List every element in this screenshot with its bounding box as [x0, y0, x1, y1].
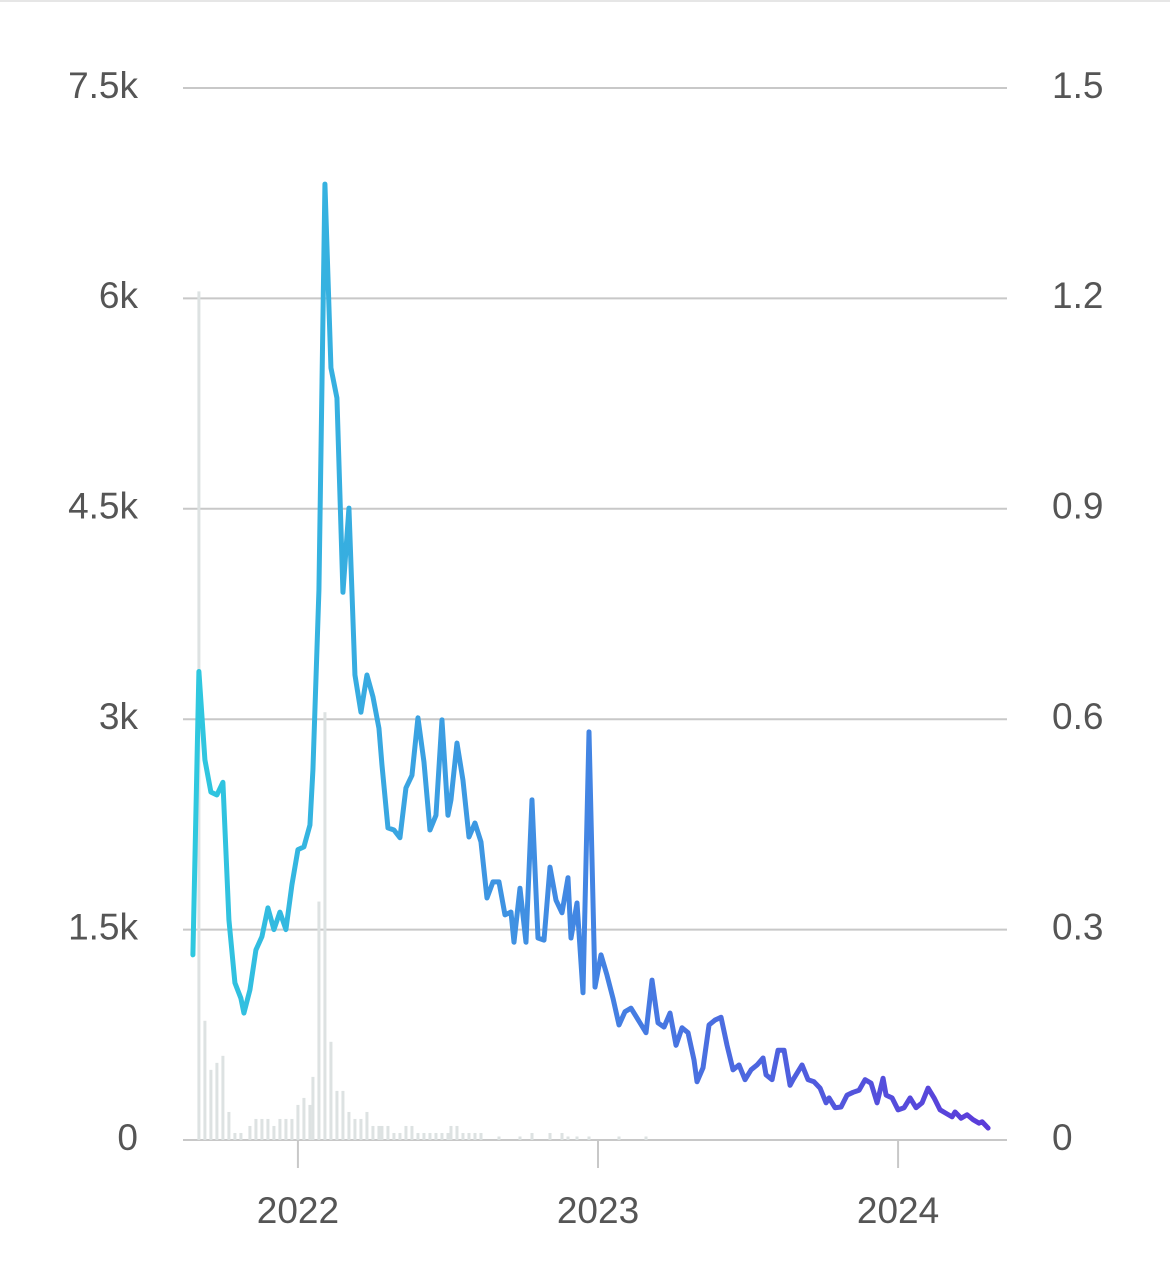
- bar: [233, 1132, 237, 1140]
- bar: [440, 1132, 444, 1140]
- bar: [428, 1132, 432, 1140]
- bar: [347, 1111, 351, 1140]
- bar: [530, 1132, 534, 1140]
- bar: [377, 1125, 381, 1140]
- bar: [449, 1125, 453, 1140]
- bar: [221, 1055, 225, 1140]
- bar: [434, 1132, 438, 1140]
- bar: [272, 1125, 276, 1140]
- bar: [227, 1111, 231, 1140]
- y-tick-label: 4.5k: [68, 486, 138, 527]
- bar: [359, 1118, 363, 1140]
- bar: [404, 1125, 408, 1140]
- bar: [290, 1118, 294, 1140]
- x-tick-label: 2023: [557, 1190, 639, 1231]
- y-tick-label: 1.5k: [68, 906, 138, 947]
- bar: [410, 1125, 414, 1140]
- bar: [467, 1132, 471, 1140]
- bar: [335, 1090, 339, 1140]
- bar: [398, 1132, 402, 1140]
- bar: [416, 1132, 420, 1140]
- bar: [266, 1118, 270, 1140]
- y2-tick-label: 0.6: [1052, 696, 1103, 737]
- bar: [317, 901, 321, 1140]
- bar: [455, 1125, 459, 1140]
- bar: [422, 1132, 426, 1140]
- bar: [386, 1125, 390, 1140]
- y-tick-label: 0: [117, 1117, 138, 1158]
- bar: [260, 1118, 264, 1140]
- bar: [497, 1136, 501, 1140]
- bar: [371, 1125, 375, 1140]
- bar: [479, 1132, 483, 1140]
- bar: [518, 1136, 522, 1140]
- bar: [617, 1136, 621, 1140]
- y2-tick-label: 0: [1052, 1117, 1073, 1158]
- bar: [341, 1090, 345, 1140]
- bar: [311, 1076, 315, 1140]
- bar: [215, 1062, 219, 1140]
- bar: [548, 1132, 552, 1140]
- bar: [575, 1136, 579, 1140]
- bar: [296, 1104, 300, 1140]
- x-tick-label: 2024: [857, 1190, 939, 1231]
- line: [190, 181, 991, 1131]
- bar: [254, 1118, 258, 1140]
- bar: [560, 1132, 564, 1140]
- bar: [392, 1132, 396, 1140]
- x-tick-label: 2022: [257, 1190, 339, 1231]
- y2-tick-label: 0.9: [1052, 486, 1103, 527]
- bar: [284, 1118, 288, 1140]
- bar: [446, 1132, 450, 1140]
- bar: [203, 1020, 207, 1140]
- y-tick-label: 6k: [99, 275, 139, 316]
- y2-tick-label: 0.3: [1052, 906, 1103, 947]
- bar: [302, 1097, 306, 1140]
- bar: [209, 1069, 213, 1140]
- y2-tick-label: 1.5: [1052, 65, 1103, 106]
- bar: [329, 1041, 333, 1140]
- bar: [353, 1118, 357, 1140]
- bar: [644, 1136, 648, 1140]
- bar: [587, 1136, 591, 1140]
- bar: [473, 1132, 477, 1140]
- bar: [323, 712, 327, 1140]
- bar: [461, 1132, 465, 1140]
- bar: [380, 1125, 384, 1140]
- y-tick-label: 3k: [99, 696, 139, 737]
- bar: [365, 1111, 369, 1140]
- bar: [566, 1136, 570, 1140]
- y2-tick-label: 1.2: [1052, 275, 1103, 316]
- bar: [308, 1104, 312, 1140]
- y-tick-label: 7.5k: [68, 65, 138, 106]
- bar: [248, 1125, 252, 1140]
- bar: [278, 1118, 282, 1140]
- bar: [239, 1132, 243, 1140]
